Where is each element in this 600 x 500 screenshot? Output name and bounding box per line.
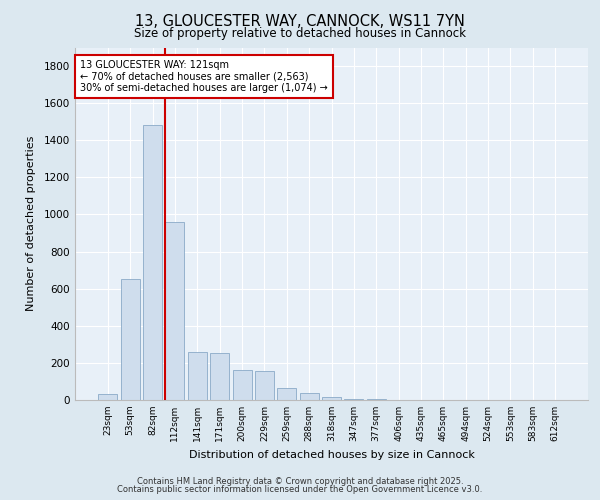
Text: 13, GLOUCESTER WAY, CANNOCK, WS11 7YN: 13, GLOUCESTER WAY, CANNOCK, WS11 7YN: [135, 14, 465, 29]
Text: Contains public sector information licensed under the Open Government Licence v3: Contains public sector information licen…: [118, 485, 482, 494]
Bar: [188, 352, 207, 400]
X-axis label: Distribution of detached houses by size in Cannock: Distribution of detached houses by size …: [188, 450, 475, 460]
Bar: [277, 388, 296, 400]
Bar: [143, 126, 162, 400]
Text: Size of property relative to detached houses in Cannock: Size of property relative to detached ho…: [134, 28, 466, 40]
Bar: [299, 393, 319, 400]
Y-axis label: Number of detached properties: Number of detached properties: [26, 136, 35, 312]
Bar: [255, 371, 274, 400]
Bar: [166, 222, 184, 400]
Bar: [233, 370, 251, 400]
Bar: [98, 394, 118, 400]
Bar: [344, 399, 364, 400]
Text: 13 GLOUCESTER WAY: 121sqm
← 70% of detached houses are smaller (2,563)
30% of se: 13 GLOUCESTER WAY: 121sqm ← 70% of detac…: [80, 60, 328, 93]
Bar: [322, 396, 341, 400]
Bar: [121, 280, 140, 400]
Text: Contains HM Land Registry data © Crown copyright and database right 2025.: Contains HM Land Registry data © Crown c…: [137, 477, 463, 486]
Bar: [210, 352, 229, 400]
